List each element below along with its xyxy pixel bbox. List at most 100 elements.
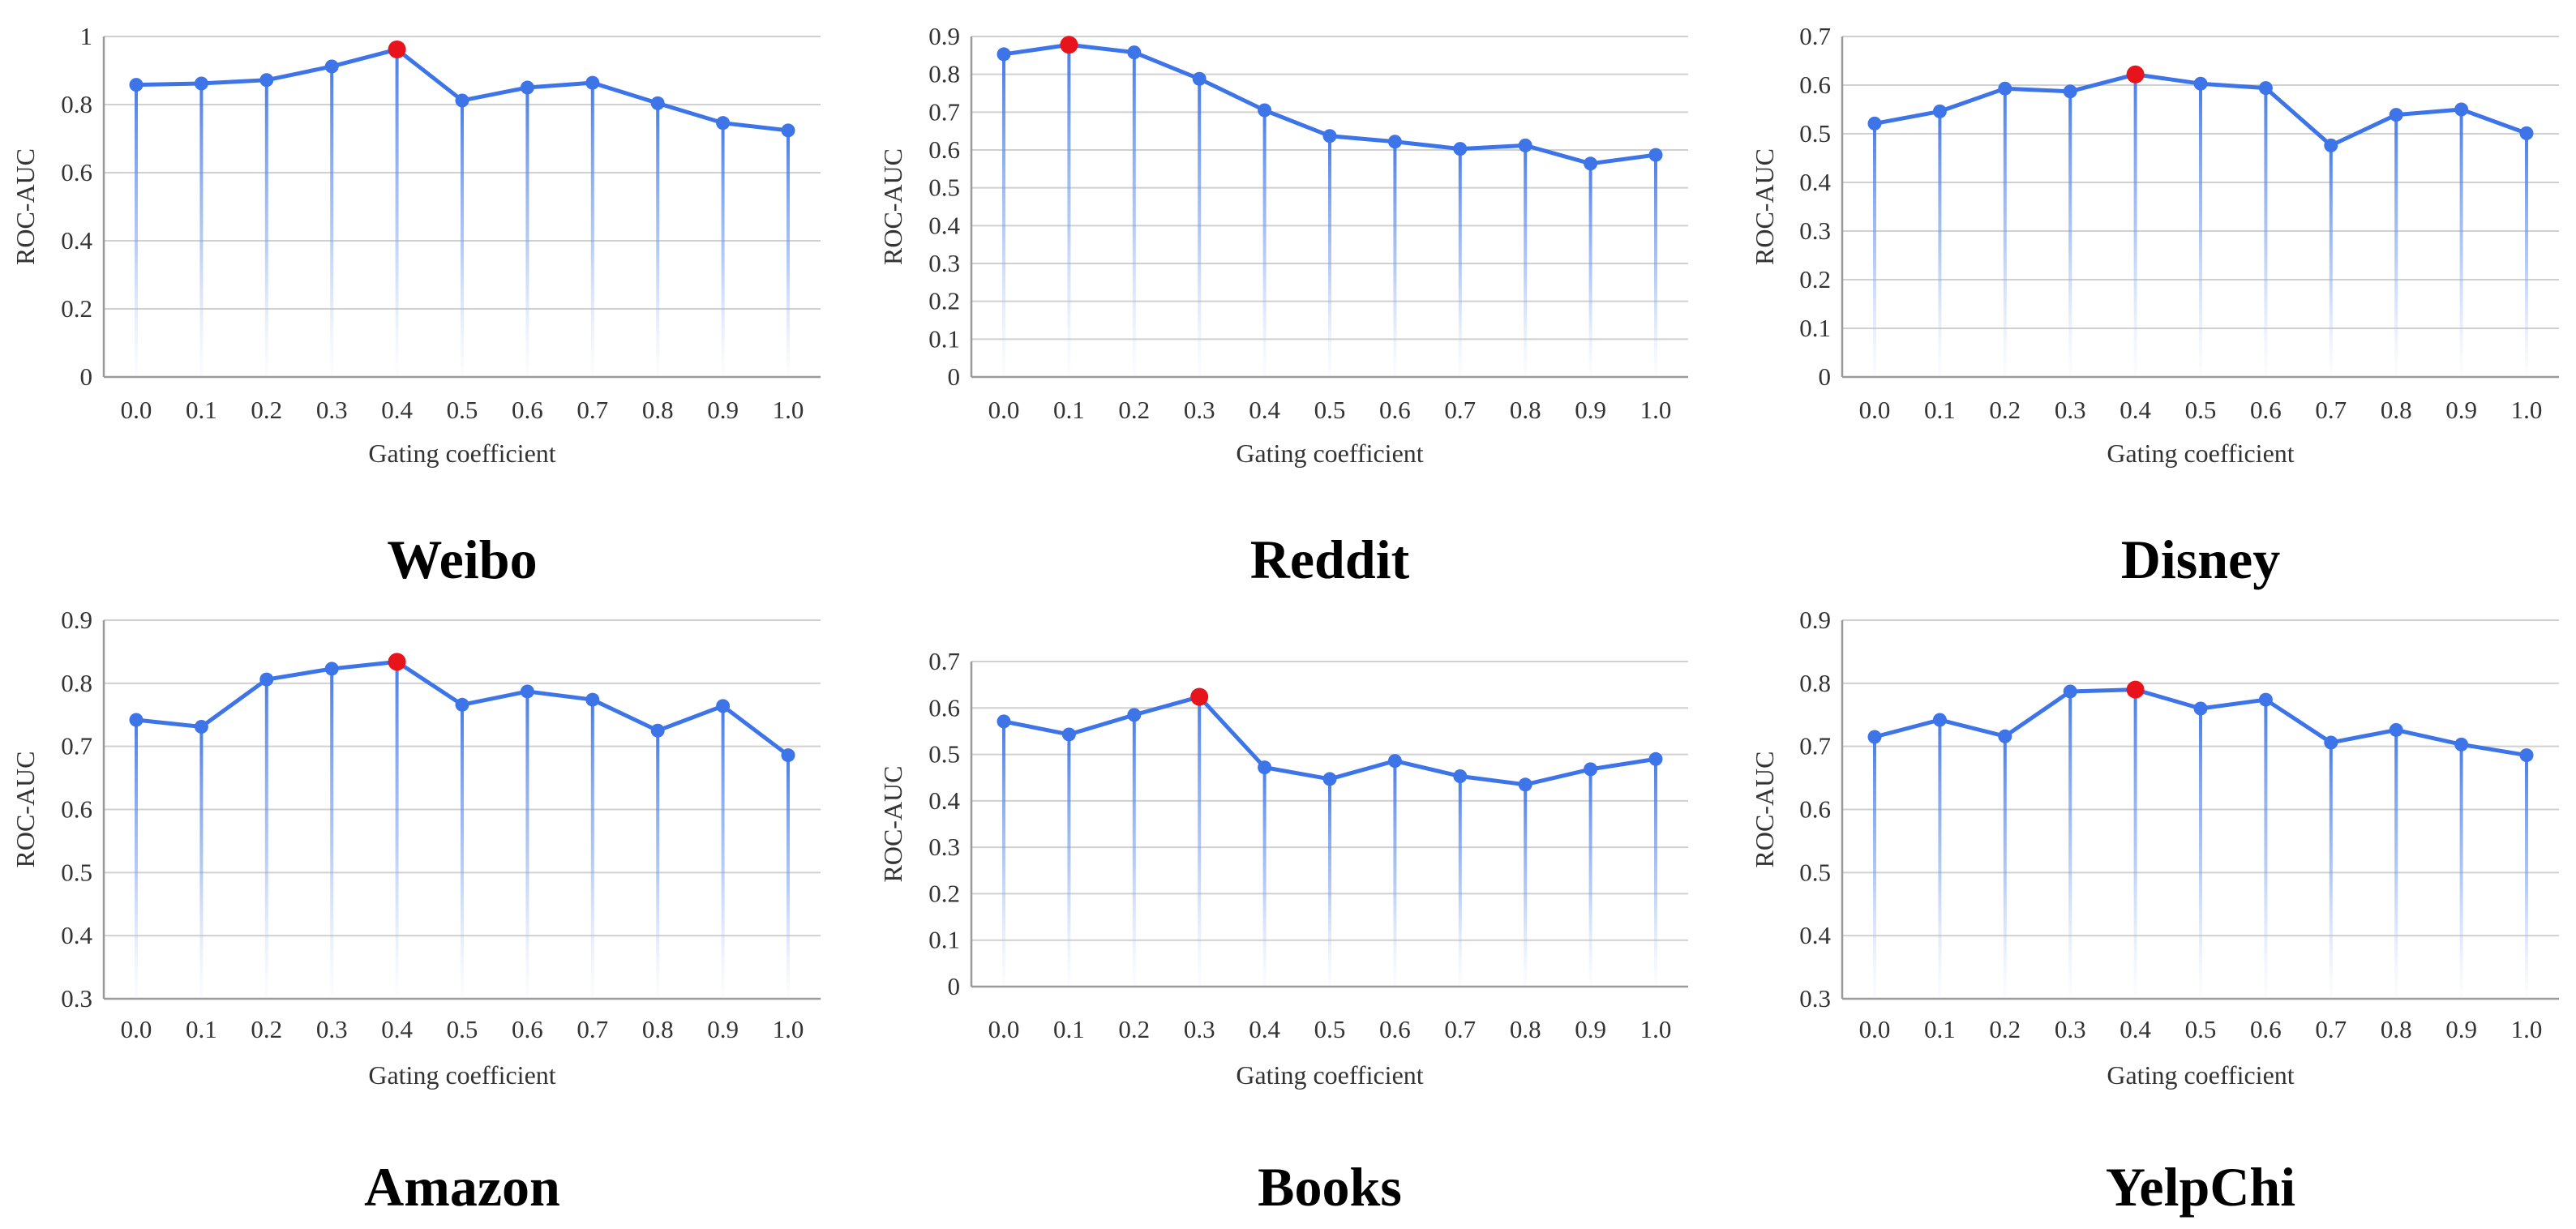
drop-line <box>656 730 660 999</box>
drop-line <box>330 66 334 378</box>
chart-panel-disney: 00.10.20.30.40.50.60.7 0.0 0.1 0.2 0.3 0.4 0.… <box>1750 22 2559 590</box>
best-data-point <box>1060 36 1078 54</box>
y-tick-labels: 0 0.1 0.2 0.3 0.4 0.5 0.6 0.7 <box>1799 22 1831 391</box>
data-points <box>129 40 795 138</box>
data-point <box>1648 752 1663 766</box>
y-tick-label: 0.5 <box>1799 858 1831 886</box>
data-points <box>1867 680 2534 763</box>
drop-line <box>1262 767 1267 987</box>
chart-panel-reddit: 00.10.20.30.40.50.60.70.80.9 0.0 0.1 0.2 0.… <box>878 22 1688 590</box>
x-tick-label: 0.9 <box>707 396 739 424</box>
x-tick-label: 0.3 <box>316 1015 348 1043</box>
x-tick-label: 0.4 <box>2120 1015 2151 1043</box>
y-tick-labels: 0 0.1 0.2 0.3 0.4 0.5 0.6 0.7 0.8 0.9 <box>928 22 960 391</box>
y-axis-label: ROC-AUC <box>878 148 907 265</box>
x-tick-label: 1.0 <box>773 1015 804 1043</box>
drop-line <box>2003 88 2007 377</box>
x-tick-label: 0.7 <box>2315 1015 2347 1043</box>
drop-line <box>2264 88 2268 377</box>
x-tick-label: 0.6 <box>1379 1015 1411 1043</box>
data-point <box>1584 762 1598 777</box>
drop-line <box>721 705 725 999</box>
x-tick-label: 0.1 <box>1924 396 1956 424</box>
drop-line <box>1198 696 1202 987</box>
y-tick-label: 0.3 <box>61 984 92 1013</box>
x-tick-label: 0.9 <box>707 1015 739 1043</box>
x-tick-label: 0.0 <box>988 1015 1020 1043</box>
x-axis-label: Gating coefficient <box>368 1060 555 1090</box>
y-tick-label: 0.6 <box>928 135 960 164</box>
stems <box>135 662 790 999</box>
y-axis-label: ROC-AUC <box>11 751 40 867</box>
x-tick-label: 0.3 <box>2055 396 2086 424</box>
x-tick-label: 0.2 <box>1118 1015 1150 1043</box>
y-axis-label: ROC-AUC <box>11 148 40 265</box>
y-tick-label: 0.9 <box>61 606 92 634</box>
y-tick-label: 0.7 <box>928 647 960 675</box>
data-point <box>2258 81 2273 96</box>
drop-line <box>135 84 138 377</box>
drop-line <box>1588 769 1592 987</box>
data-point <box>194 76 208 91</box>
data-point <box>781 123 795 138</box>
drop-line <box>264 679 268 999</box>
drop-line <box>525 691 529 999</box>
data-point <box>1387 754 1402 769</box>
chart-panel-yelpchi: 0.3 0.4 0.5 0.6 0.7 0.8 0.9 0.0 0.1 0.2 0.3 0.4 0.5… <box>1750 606 2559 1218</box>
x-tick-label: 0.4 <box>2120 396 2151 424</box>
x-tick-label: 0.9 <box>2445 396 2477 424</box>
best-data-point <box>388 653 406 671</box>
data-point <box>455 93 469 108</box>
drop-line <box>2329 145 2333 377</box>
x-tick-label: 0.3 <box>2055 1015 2086 1043</box>
y-tick-labels: 0.3 0.4 0.5 0.6 0.7 0.8 0.9 <box>1799 606 1831 1013</box>
y-tick-label: 0.6 <box>61 795 92 824</box>
y-tick-label: 0.4 <box>61 921 92 949</box>
drop-line <box>2525 755 2528 999</box>
y-tick-label: 0.8 <box>61 90 92 118</box>
drop-line <box>2133 74 2137 378</box>
data-point <box>585 692 600 707</box>
data-points <box>997 687 1663 792</box>
drop-line <box>2133 689 2137 999</box>
x-tick-label: 0.3 <box>1184 1015 1215 1043</box>
y-tick-label: 0.8 <box>61 669 92 697</box>
drop-line <box>1524 145 1528 377</box>
data-point <box>1192 71 1207 86</box>
x-axis-label: Gating coefficient <box>2107 439 2294 468</box>
y-tick-label: 0.3 <box>1799 984 1831 1013</box>
stems <box>135 49 790 378</box>
drop-line <box>1458 148 1462 377</box>
x-tick-label: 0.0 <box>121 396 152 424</box>
drop-line <box>1654 155 1657 378</box>
x-tick-label: 0.0 <box>1859 1015 1891 1043</box>
y-tick-label: 0.6 <box>928 693 960 722</box>
chart-panel-weibo: 00.20.40.60.81 0.0 0.1 0.2 0.3 0.4 0.5 0.6 0.7 0… <box>11 22 821 590</box>
data-point <box>455 697 469 712</box>
data-point <box>650 723 665 738</box>
x-tick-label: 0.8 <box>642 396 674 424</box>
x-tick-labels: 0.0 0.1 0.2 0.3 0.4 0.5 0.6 0.7 0.8 0.9 1.0 <box>988 396 1672 424</box>
data-point <box>259 672 274 687</box>
x-tick-label: 1.0 <box>1640 1015 1672 1043</box>
stems <box>1873 689 2528 999</box>
data-point <box>324 662 339 676</box>
data-point <box>1932 713 1947 727</box>
y-tick-label: 0.5 <box>928 173 960 202</box>
drop-line <box>461 100 464 378</box>
y-tick-label: 0.6 <box>1799 71 1831 99</box>
drop-line <box>2394 114 2398 377</box>
y-tick-label: 0.8 <box>1799 669 1831 697</box>
drop-line <box>1132 52 1136 377</box>
x-tick-label: 0.6 <box>2250 1015 2282 1043</box>
data-point <box>2258 692 2273 707</box>
chart-panel-books: 00.10.20.30.40.50.60.7 0.0 0.1 0.2 0.3 0.4 0.… <box>878 647 1688 1218</box>
y-axis-label: ROC-AUC <box>1750 751 1779 867</box>
drop-line <box>135 719 138 999</box>
x-tick-label: 1.0 <box>773 396 804 424</box>
stems <box>1873 74 2528 378</box>
y-tick-labels: 0.3 0.4 0.5 0.6 0.7 0.8 0.9 <box>61 606 92 1013</box>
data-point <box>2193 701 2208 716</box>
data-point <box>2519 748 2534 763</box>
